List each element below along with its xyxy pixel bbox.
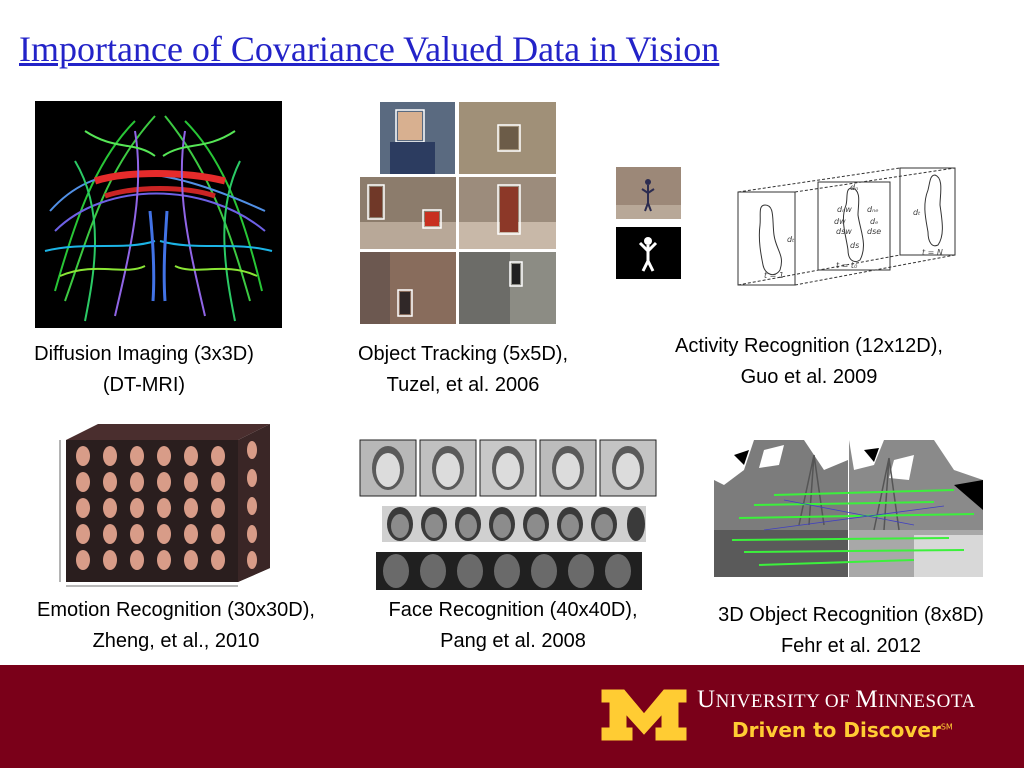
- activity-label-t1: t = 1: [764, 271, 784, 280]
- university-name-cap1: U: [697, 686, 716, 713]
- university-name-cap2: M: [855, 686, 879, 713]
- activity-label-dt1: dₜ: [787, 235, 795, 244]
- face-caption-line1: Face Recognition (40x40D),: [388, 599, 638, 621]
- dti-caption-line1: Diffusion Imaging (3x3D): [34, 343, 254, 365]
- object-tracking-image: [360, 102, 556, 324]
- face-caption: Face Recognition (40x40D), Pang et al. 2…: [352, 595, 674, 657]
- face-recognition-image: [358, 438, 658, 590]
- activity-label-dse: dse: [867, 227, 881, 236]
- activity-label-dw: dw: [834, 217, 846, 226]
- university-tagline: Driven to DiscoverSM: [732, 718, 953, 742]
- activity-label-ds: ds: [850, 241, 859, 250]
- activity-label-dsw: dsw: [836, 227, 852, 236]
- object3d-caption: 3D Object Recognition (8x8D) Fehr et al.…: [678, 600, 1024, 662]
- activity-caption-line1: Activity Recognition (12x12D),: [675, 335, 943, 357]
- emotion-cube-image: [38, 420, 288, 590]
- emotion-caption-line1: Emotion Recognition (30x30D),: [37, 599, 315, 621]
- object3d-caption-line2: Fehr et al. 2012: [780, 635, 922, 657]
- university-name: UNIVERSITY OF MINNESOTA: [697, 686, 976, 714]
- university-m-logo: [601, 689, 687, 741]
- activity-label-dn: dₙ: [850, 183, 858, 192]
- activity-label-dt2: dₜ: [913, 208, 921, 217]
- activity-frame-image: [616, 167, 681, 219]
- tagline-text: Driven to Discover: [732, 718, 941, 742]
- emotion-caption: Emotion Recognition (30x30D), Zheng, et …: [0, 595, 352, 657]
- tagline-service-mark: SM: [940, 722, 953, 732]
- dti-caption-line2: (DT-MRI): [102, 374, 186, 396]
- activity-label-de: dₑ: [870, 217, 878, 226]
- activity-caption-line2: Guo et al. 2009: [740, 366, 878, 388]
- activity-caption: Activity Recognition (12x12D), Guo et al…: [628, 331, 990, 393]
- dti-caption: Diffusion Imaging (3x3D) (DT-MRI): [0, 339, 288, 401]
- footer-bar: [0, 665, 1024, 768]
- emotion-caption-line2: Zheng, et al., 2010: [92, 630, 260, 652]
- tracking-caption-line2: Tuzel, et al. 2006: [386, 374, 540, 396]
- activity-diagram: t = 1 t = t₀ t = N dₜ dₜ dₙ dₙₑ dₙw dₑ d…: [730, 160, 985, 290]
- university-name-rest2: INNESOTA: [878, 691, 976, 712]
- university-name-rest1: NIVERSITY OF: [715, 691, 856, 712]
- tracking-caption: Object Tracking (5x5D), Tuzel, et al. 20…: [322, 339, 604, 401]
- face-caption-line2: Pang et al. 2008: [440, 630, 586, 652]
- object3d-caption-line1: 3D Object Recognition (8x8D): [718, 604, 984, 626]
- activity-label-dnw: dₙw: [837, 205, 852, 214]
- activity-label-t0: t = t₀: [836, 261, 858, 270]
- activity-label-tn: t = N: [922, 248, 943, 257]
- object3d-image: [714, 440, 983, 577]
- activity-silhouette-image: [616, 227, 681, 279]
- slide-title: Importance of Covariance Valued Data in …: [19, 29, 720, 69]
- tracking-caption-line1: Object Tracking (5x5D),: [357, 343, 569, 365]
- dti-tractography-image: [35, 101, 282, 328]
- activity-label-dne: dₙₑ: [867, 205, 879, 214]
